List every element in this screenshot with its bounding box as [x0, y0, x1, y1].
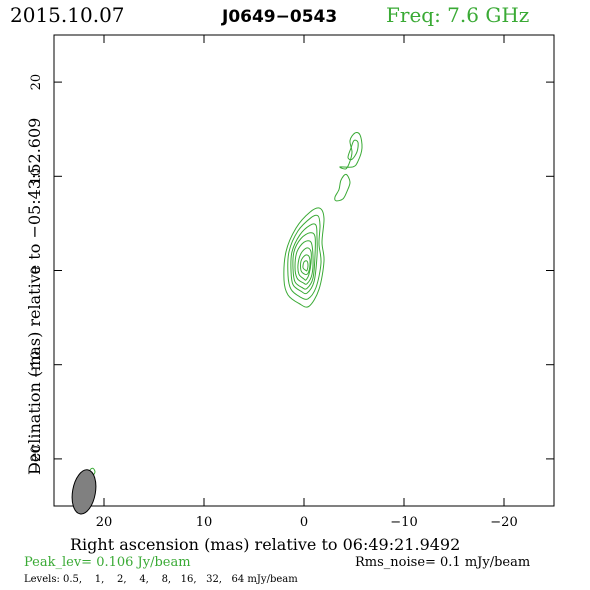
contour-layer	[89, 131, 363, 477]
x-tick-label: −10	[390, 515, 417, 530]
contour-jet-knot-b	[347, 139, 359, 161]
contour-core	[290, 223, 318, 295]
contour-jet-knot-b	[339, 131, 363, 170]
contour-core	[292, 232, 316, 290]
y-tick-label: −10	[29, 351, 44, 378]
observation-date: 2015.10.07	[10, 3, 125, 27]
frequency-label: Freq: 7.6 GHz	[386, 3, 529, 27]
contour-levels: Levels: 0.5, 1, 2, 4, 8, 16, 32, 64 mJy/…	[24, 574, 298, 585]
y-axis-ticks: 20 10 0 −10 −20	[29, 74, 554, 473]
plot-frame	[53, 34, 555, 507]
x-tick-label: −20	[490, 515, 517, 530]
contour-jet-knot-a	[334, 173, 351, 202]
contour-core	[287, 214, 322, 300]
x-axis-ticks: 20 10 0 −10 −20	[96, 35, 518, 530]
x-tick-label: 10	[196, 515, 213, 530]
y-tick-label: 0	[29, 266, 44, 274]
beam-ellipse	[71, 469, 97, 515]
source-name: J0649−0543	[221, 7, 337, 27]
x-axis-label: Right ascension (mas) relative to 06:49:…	[70, 535, 460, 554]
beam-layer	[71, 469, 97, 515]
contour-core	[299, 254, 311, 276]
y-axis-label: Declination (mas) relative to −05:43:52.…	[25, 118, 44, 475]
peak-level: Peak_lev= 0.106 Jy/beam	[24, 555, 191, 570]
contour-core	[283, 207, 325, 308]
rms-noise: Rms_noise= 0.1 mJy/beam	[355, 555, 530, 570]
y-tick-label: −20	[29, 445, 44, 472]
contour-core	[294, 240, 314, 285]
contour-core	[302, 260, 309, 272]
contour-core	[297, 247, 312, 281]
x-tick-label: 20	[96, 515, 113, 530]
x-tick-label: 0	[300, 515, 308, 530]
y-tick-label: 20	[29, 74, 44, 91]
y-tick-label: 10	[29, 168, 44, 185]
